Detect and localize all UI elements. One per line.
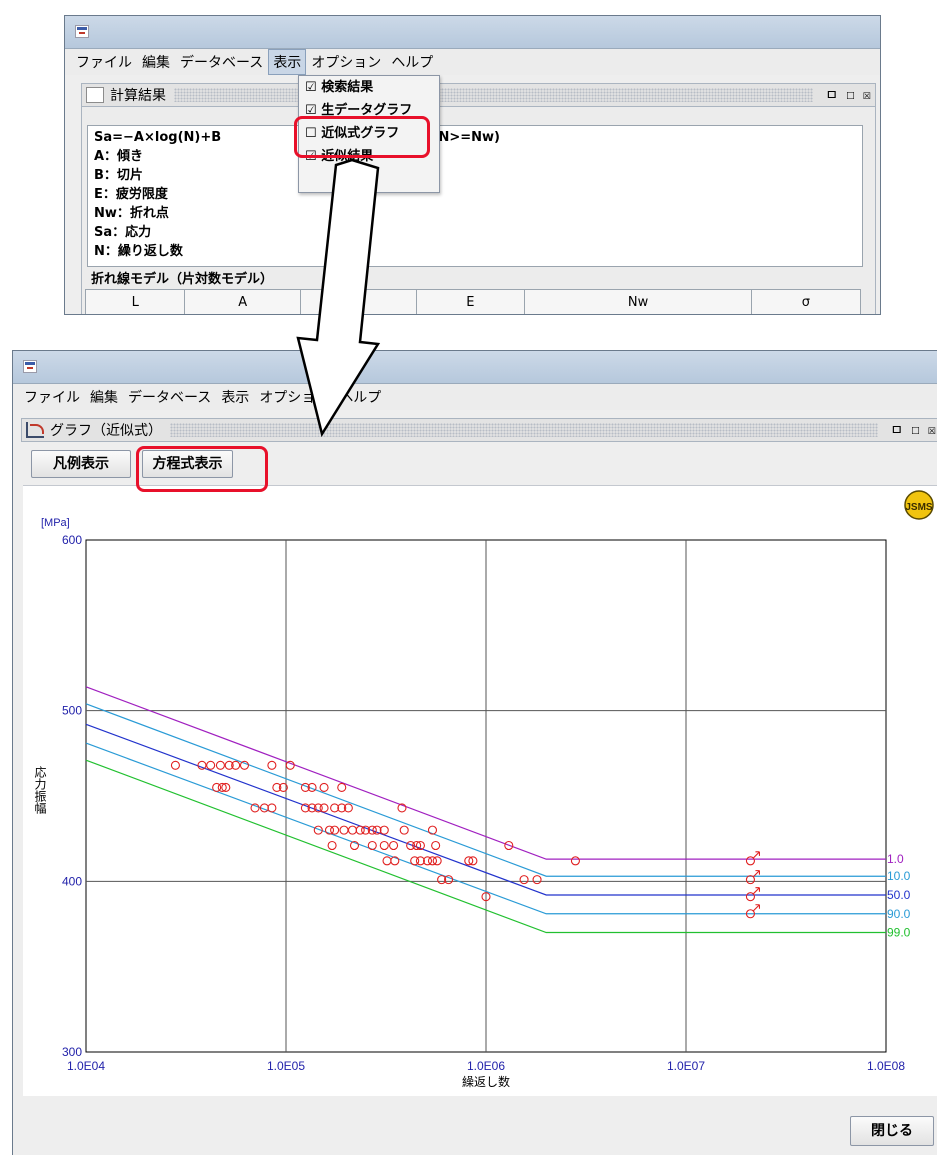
model-table: L A B E Nw σ [84,289,862,314]
model-label: 折れ線モデル（片対数モデル） [91,272,274,287]
menu-edit[interactable]: 編集 [142,55,170,71]
view-menu-item-approx-graph[interactable]: ☐ 近似式グラフ [305,126,400,141]
maximize-icon[interactable]: ☐ [846,87,855,103]
equation-button[interactable]: 方程式表示 [142,450,233,478]
maximize-icon[interactable]: ☐ [911,422,920,438]
highlight-equation-button [136,446,268,492]
bottom-window-titlebar[interactable] [13,351,937,384]
calc-result-frame-title[interactable]: 計算結果 ㅁ ☐ ☒ [81,83,876,107]
calc-result-title: 計算結果 [110,88,166,104]
formula-line-0: Sa=−A×log(N)+B [94,130,222,145]
document-icon [86,87,104,103]
menu-edit[interactable]: 編集 [90,390,118,406]
top-menubar: ファイル 編集 データベース 表示 オプション ヘルプ [65,49,880,75]
graph-frame-title[interactable]: グラフ（近似式） ㅁ ☐ ☒ [21,418,937,442]
formula-line-5: Sa：応力 [94,225,152,240]
minimize-icon[interactable]: ㅁ [825,88,839,104]
checkbox-unchecked-icon: ☐ [305,126,322,141]
menu-file[interactable]: ファイル [76,55,132,71]
title-dots [170,423,879,437]
chart-area [23,485,937,1096]
minimize-icon[interactable]: ㅁ [890,423,904,439]
table-header-e[interactable]: E [415,289,526,314]
formula-line-3: E：疲労限度 [94,187,168,202]
app-icon [75,25,89,38]
menu-option[interactable]: オプション [259,390,330,406]
menu-view[interactable]: 表示 [268,49,307,75]
menu-help[interactable]: ヘルプ [391,55,434,71]
menu-file[interactable]: ファイル [24,390,80,406]
menu-database[interactable]: データベース [128,390,212,406]
menu-help[interactable]: ヘルプ [339,390,382,406]
highlight-approx-graph [294,116,430,158]
table-header-sigma[interactable]: σ [750,289,862,314]
close-button[interactable]: 閉じる [850,1116,934,1146]
table-header-nw[interactable]: Nw [524,289,752,314]
formula-line-4: Nw：折れ点 [94,206,169,221]
close-icon[interactable]: ☒ [862,87,871,103]
formula-line-2: B：切片 [94,168,143,183]
formula-panel: Sa=−A×log(N)+B E (N>=Nw) A：傾き B：切片 E：疲労限… [87,125,863,267]
menu-database[interactable]: データベース [180,55,264,71]
graph-icon [26,422,44,438]
close-icon[interactable]: ☒ [927,422,936,438]
checkbox-checked-icon: ☑ [305,103,322,118]
table-header-b[interactable]: B [299,289,417,314]
table-header-l[interactable]: L [84,289,186,314]
formula-line-6: N：繰り返し数 [94,244,183,259]
graph-frame-title-text: グラフ（近似式） [50,423,162,439]
top-app-window: ファイル 編集 データベース 表示 オプション ヘルプ 計算結果 ㅁ ☐ ☒ S… [64,15,881,315]
table-header-a[interactable]: A [184,289,301,314]
top-window-titlebar[interactable] [65,16,880,49]
title-dots [174,88,814,102]
app-icon [23,360,37,373]
checkbox-checked-icon: ☑ [305,80,322,95]
formula-line-1: A：傾き [94,149,144,164]
bottom-menubar: ファイル 編集 データベース 表示 オプション ヘルプ [13,384,937,410]
menu-option[interactable]: オプション [311,55,382,71]
view-menu-item-search[interactable]: ☑ 検索結果 [305,80,374,95]
legend-button[interactable]: 凡例表示 [31,450,131,478]
menu-view[interactable]: 表示 [221,390,250,406]
view-menu-item-raw-graph[interactable]: ☑ 生データグラフ [305,103,413,118]
